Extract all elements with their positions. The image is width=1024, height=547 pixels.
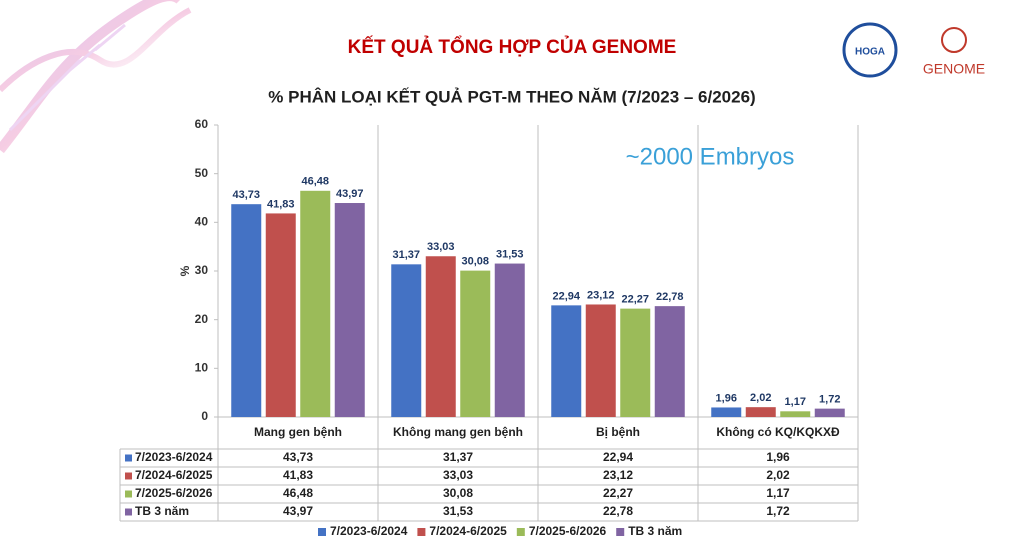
bar xyxy=(300,190,331,417)
data-label: 41,83 xyxy=(267,198,295,210)
table-cell: 22,94 xyxy=(603,450,633,464)
y-tick-label: 40 xyxy=(195,215,209,229)
bar xyxy=(654,306,685,417)
data-label: 22,94 xyxy=(552,290,580,302)
table-cell: 1,17 xyxy=(766,486,790,500)
legend-swatch xyxy=(516,528,525,536)
y-tick-label: 10 xyxy=(195,361,209,375)
logo-text: HOGA xyxy=(855,47,885,58)
table-cell: 33,03 xyxy=(443,468,473,482)
data-label: 31,37 xyxy=(392,249,420,261)
data-label: 30,08 xyxy=(461,256,489,268)
bar xyxy=(814,408,845,417)
table-cell: 43,97 xyxy=(283,504,313,518)
data-label: 1,72 xyxy=(819,394,840,406)
bar xyxy=(391,264,422,417)
data-label: 33,03 xyxy=(427,241,455,253)
data-label: 22,78 xyxy=(656,291,684,303)
table-row-label: 7/2025-6/2026 xyxy=(135,486,213,500)
legend-swatch xyxy=(125,508,132,516)
bar xyxy=(494,263,525,417)
x-tick-label: Không có KQ/KQKXĐ xyxy=(716,425,840,439)
table-cell: 31,37 xyxy=(443,450,473,464)
table-cell: 22,78 xyxy=(603,504,633,518)
table-cell: 43,73 xyxy=(283,450,313,464)
y-tick-label: 0 xyxy=(201,409,208,423)
genome-logo xyxy=(941,27,967,53)
data-label: 43,73 xyxy=(232,189,260,201)
x-tick-label: Mang gen bệnh xyxy=(254,425,342,439)
y-tick-label: 30 xyxy=(195,263,209,277)
legend-swatch xyxy=(125,490,132,498)
table-cell: 46,48 xyxy=(283,486,313,500)
data-label: 43,97 xyxy=(336,188,364,200)
bar xyxy=(711,407,742,417)
bar xyxy=(460,270,491,417)
data-label: 1,17 xyxy=(785,396,806,408)
bar xyxy=(620,308,651,417)
data-label: 2,02 xyxy=(750,392,771,404)
y-tick-label: 50 xyxy=(195,166,209,180)
bar xyxy=(551,305,582,417)
y-axis-label: % xyxy=(178,265,192,276)
legend-label: 7/2023-6/2024 xyxy=(330,524,408,538)
data-label: 46,48 xyxy=(301,176,329,188)
legend-swatch xyxy=(125,472,132,480)
table-cell: 23,12 xyxy=(603,468,633,482)
table-cell: 22,27 xyxy=(603,486,633,500)
hoga-logo xyxy=(842,22,898,78)
chart-title: KẾT QUẢ TỔNG HỢP CỦA GENOME xyxy=(348,36,677,58)
bar xyxy=(231,204,262,417)
table-row-label: 7/2023-6/2024 xyxy=(135,450,213,464)
y-tick-label: 20 xyxy=(195,312,209,326)
bar xyxy=(334,203,365,417)
table-cell: 1,96 xyxy=(766,450,790,464)
table-row-label: TB 3 năm xyxy=(135,504,189,518)
legend-swatch xyxy=(616,528,625,536)
bar xyxy=(265,213,296,417)
logo-text: GENOME xyxy=(923,61,985,77)
x-tick-label: Bị bệnh xyxy=(596,425,640,439)
legend-label: 7/2024-6/2025 xyxy=(429,524,507,538)
dna-decoration xyxy=(0,0,192,154)
table-cell: 41,83 xyxy=(283,468,313,482)
bar xyxy=(585,304,616,417)
data-label: 31,53 xyxy=(496,248,524,260)
data-label: 1,96 xyxy=(716,392,737,404)
legend-swatch xyxy=(125,454,132,462)
annotation: ~2000 Embryos xyxy=(626,143,795,170)
legend-label: 7/2025-6/2026 xyxy=(529,524,607,538)
table-cell: 1,72 xyxy=(766,504,790,518)
legend-swatch xyxy=(417,528,426,536)
table-cell: 2,02 xyxy=(766,468,790,482)
chart-subtitle: % PHÂN LOẠI KẾT QUẢ PGT-M THEO NĂM (7/20… xyxy=(268,87,755,106)
table-cell: 31,53 xyxy=(443,504,473,518)
table-row-label: 7/2024-6/2025 xyxy=(135,468,213,482)
y-tick-label: 60 xyxy=(195,117,209,131)
legend-label: TB 3 năm xyxy=(628,524,682,538)
bar xyxy=(780,411,811,417)
table-cell: 30,08 xyxy=(443,486,473,500)
x-tick-label: Không mang gen bệnh xyxy=(393,425,523,439)
data-label: 23,12 xyxy=(587,289,615,301)
bar xyxy=(425,256,456,417)
bar xyxy=(745,407,776,417)
legend-swatch xyxy=(318,528,326,536)
data-label: 22,27 xyxy=(621,294,649,306)
